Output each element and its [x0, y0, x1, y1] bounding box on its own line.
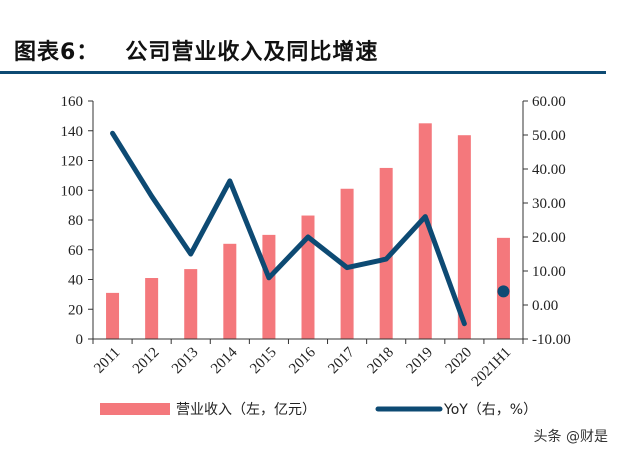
- x-tick-label: 2015: [247, 345, 280, 378]
- right-tick-label: 0.00: [532, 298, 558, 314]
- x-tick-label: 2012: [130, 345, 163, 378]
- x-tick-label: 2016: [286, 344, 319, 377]
- left-tick-label: 60: [68, 243, 83, 259]
- legend-label-yoy: YoY（右，%）: [443, 402, 537, 418]
- x-tick-label: 2020: [443, 345, 476, 378]
- right-tick-label: 30.00: [532, 196, 566, 212]
- left-tick-label: 160: [61, 94, 84, 110]
- left-tick-label: 80: [68, 213, 83, 229]
- left-tick-label: 120: [61, 154, 84, 170]
- left-tick-label: 40: [68, 273, 83, 289]
- right-tick-label: 50.00: [532, 128, 566, 144]
- left-tick-label: 20: [68, 302, 83, 318]
- legend-label-revenue: 营业收入（左，亿元）: [176, 402, 316, 418]
- right-tick-label: 60.00: [532, 94, 566, 110]
- left-tick-label: 140: [61, 124, 84, 140]
- yoy-line: [110, 130, 467, 327]
- right-tick-label: 40.00: [532, 162, 566, 178]
- bar-2017: [340, 188, 354, 339]
- x-tick-label: 2021H1: [469, 345, 514, 390]
- right-tick-label: -10.00: [532, 332, 571, 348]
- x-tick-label: 2011: [91, 345, 123, 377]
- x-tick-label: 2019: [404, 345, 437, 378]
- left-tick-label: 0: [76, 332, 84, 348]
- right-tick-label: 10.00: [532, 264, 566, 280]
- bar-2015: [262, 234, 276, 339]
- yoy-point-2021H1: [497, 285, 510, 298]
- bar-2013: [184, 269, 198, 339]
- figure-label: 图表6：: [14, 40, 100, 65]
- bar-2016: [301, 215, 315, 339]
- right-tick-label: 20.00: [532, 230, 566, 246]
- watermark: 头条 @财是: [533, 429, 608, 445]
- left-tick-label: 100: [61, 183, 84, 199]
- bar-2012: [145, 278, 159, 339]
- x-tick-label: 2013: [169, 345, 202, 378]
- bar-2014: [223, 243, 237, 339]
- bar-2018: [379, 167, 393, 339]
- legend-swatch-revenue: [100, 403, 170, 415]
- bar-2011: [106, 292, 120, 339]
- bar-2020: [457, 135, 471, 339]
- x-tick-label: 2017: [325, 344, 358, 377]
- chart-title-block: 图表6： 公司营业收入及同比增速: [14, 34, 378, 66]
- page-title: 公司营业收入及同比增速: [125, 40, 379, 65]
- x-tick-label: 2014: [208, 344, 241, 377]
- bar-2019: [418, 123, 432, 339]
- x-tick-label: 2018: [364, 345, 397, 378]
- title-divider: [0, 71, 606, 74]
